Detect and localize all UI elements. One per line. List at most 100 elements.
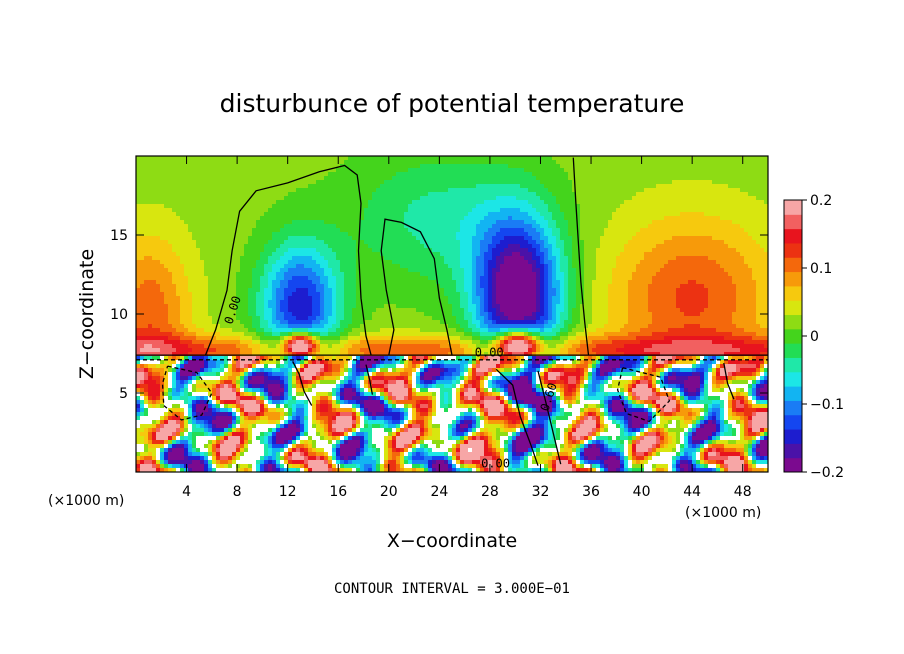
field-cell (596, 168, 601, 173)
field-cell (144, 236, 149, 241)
field-cell (196, 184, 201, 189)
field-cell (732, 184, 737, 189)
field-cell (408, 168, 413, 173)
field-cell (364, 180, 369, 185)
field-cell (756, 212, 761, 217)
field-cell (472, 188, 477, 193)
field-cell (720, 216, 725, 221)
field-cell (496, 276, 501, 281)
field-cell (632, 196, 637, 201)
field-cell (512, 248, 517, 253)
field-cell (636, 196, 641, 201)
field-cell (552, 264, 557, 269)
field-cell (656, 224, 661, 229)
field-cell (428, 180, 433, 185)
field-cell (184, 172, 189, 177)
field-cell (460, 172, 465, 177)
field-cell (516, 260, 521, 265)
field-cell (740, 260, 745, 265)
field-cell (596, 232, 601, 237)
field-cell (376, 280, 381, 285)
field-cell (420, 252, 425, 257)
field-cell (512, 228, 517, 233)
field-cell (544, 204, 549, 209)
field-cell (248, 260, 253, 265)
field-cell (464, 160, 469, 165)
field-cell (364, 248, 369, 253)
field-cell (648, 156, 653, 161)
field-cell (176, 184, 181, 189)
field-cell (284, 252, 289, 257)
field-cell (188, 252, 193, 257)
field-cell (232, 208, 237, 213)
field-cell (376, 200, 381, 205)
field-cell (336, 216, 341, 221)
field-cell (548, 236, 553, 241)
field-cell (408, 240, 413, 245)
field-cell (412, 248, 417, 253)
field-cell (732, 164, 737, 169)
field-cell (324, 200, 329, 205)
field-cell (396, 212, 401, 217)
field-cell (456, 164, 461, 169)
field-cell (140, 232, 145, 237)
field-cell (740, 164, 745, 169)
field-cell (308, 224, 313, 229)
field-cell (344, 232, 349, 237)
field-cell (620, 184, 625, 189)
field-cell (376, 272, 381, 277)
field-cell (448, 236, 453, 241)
field-cell (556, 172, 561, 177)
field-cell (696, 244, 701, 249)
field-cell (292, 256, 297, 261)
field-cell (552, 240, 557, 245)
field-cell (496, 176, 501, 181)
field-cell (288, 208, 293, 213)
field-cell (428, 200, 433, 205)
field-cell (472, 168, 477, 173)
field-cell (160, 180, 165, 185)
field-cell (392, 212, 397, 217)
field-cell (612, 212, 617, 217)
field-cell (648, 164, 653, 169)
field-cell (216, 248, 221, 253)
field-cell (684, 268, 689, 273)
field-cell (652, 200, 657, 205)
field-cell (456, 224, 461, 229)
field-cell (176, 212, 181, 217)
field-cell (496, 220, 501, 225)
field-cell (308, 276, 313, 281)
field-cell (668, 184, 673, 189)
field-cell (500, 176, 505, 181)
field-cell (688, 192, 693, 197)
field-cell (512, 176, 517, 181)
field-cell (436, 244, 441, 249)
field-cell (584, 260, 589, 265)
field-cell (668, 160, 673, 165)
field-cell (700, 244, 705, 249)
field-cell (272, 188, 277, 193)
field-cell (432, 264, 437, 269)
field-cell (596, 268, 601, 273)
field-cell (312, 204, 317, 209)
field-cell (268, 252, 273, 257)
field-cell (588, 228, 593, 233)
field-cell (608, 168, 613, 173)
field-cell (424, 172, 429, 177)
field-cell (704, 216, 709, 221)
field-cell (324, 224, 329, 229)
field-cell (540, 272, 545, 277)
field-cell (164, 264, 169, 269)
field-cell (588, 276, 593, 281)
field-cell (716, 176, 721, 181)
field-cell (636, 160, 641, 165)
field-cell (336, 208, 341, 213)
field-cell (244, 196, 249, 201)
field-cell (460, 212, 465, 217)
field-cell (516, 264, 521, 269)
field-cell (316, 272, 321, 277)
field-cell (136, 200, 141, 205)
field-cell (264, 160, 269, 165)
field-cell (212, 160, 217, 165)
field-cell (212, 164, 217, 169)
